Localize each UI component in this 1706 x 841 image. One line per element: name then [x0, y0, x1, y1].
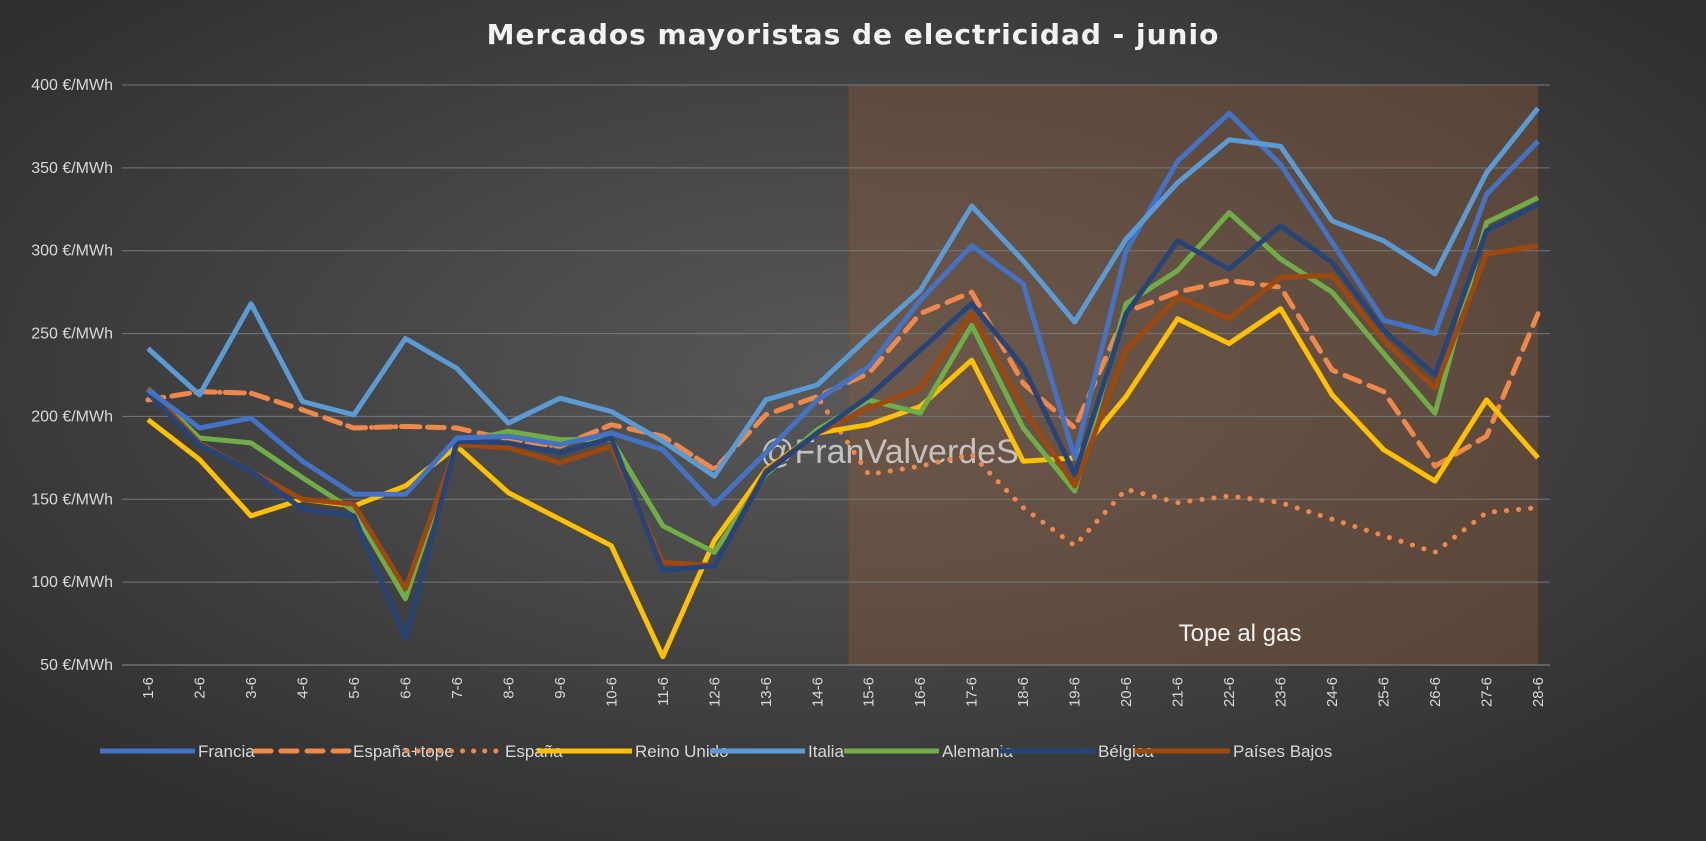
x-tick-label: 20-6: [1118, 677, 1135, 707]
legend-label: Italia: [808, 742, 844, 761]
x-tick-label: 23-6: [1273, 677, 1290, 707]
chart-title: Mercados mayoristas de electricidad - ju…: [487, 18, 1220, 51]
series-line-bélgica: [146, 202, 1540, 641]
x-tick-label: 10-6: [603, 677, 620, 707]
x-tick-label: 21-6: [1170, 677, 1187, 707]
x-tick-label: 5-6: [346, 677, 363, 699]
x-tick-label: 22-6: [1221, 677, 1238, 707]
x-tick-label: 19-6: [1067, 677, 1084, 707]
legend-label: España: [505, 742, 563, 761]
x-tick-label: 7-6: [449, 677, 466, 699]
x-tick-label: 8-6: [500, 677, 517, 699]
y-tick-label: 50 €/MWh: [40, 657, 113, 674]
x-tick-label: 26-6: [1427, 677, 1444, 707]
series-lines: [145, 106, 1541, 660]
x-tick-label: 28-6: [1530, 677, 1547, 707]
x-tick-label: 15-6: [861, 677, 878, 707]
y-tick-label: 150 €/MWh: [31, 491, 113, 508]
shaded-region-label: Tope al gas: [1179, 620, 1302, 647]
x-tick-label: 4-6: [294, 677, 311, 699]
y-tick-label: 400 €/MWh: [31, 77, 113, 94]
x-tick-label: 18-6: [1015, 677, 1032, 707]
x-tick-label: 2-6: [191, 677, 208, 699]
x-tick-label: 17-6: [964, 677, 981, 707]
x-tick-label: 27-6: [1479, 677, 1496, 707]
series-line-países-bajos: [146, 243, 1539, 592]
x-tick-label: 12-6: [706, 677, 723, 707]
x-tick-label: 1-6: [140, 677, 157, 699]
legend-label: Reino Unido: [635, 742, 729, 761]
y-tick-label: 300 €/MWh: [31, 243, 113, 260]
x-tick-label: 9-6: [552, 677, 569, 699]
x-tick-label: 25-6: [1376, 677, 1393, 707]
y-tick-label: 200 €/MWh: [31, 408, 113, 425]
legend-label: Bélgica: [1098, 742, 1154, 761]
x-tick-label: 3-6: [243, 677, 260, 699]
x-tick-label: 6-6: [397, 677, 414, 699]
x-tick-label: 11-6: [655, 677, 672, 706]
legend-label: Alemania: [942, 742, 1013, 761]
series-line-francia: [146, 110, 1540, 507]
series-line-italia: [146, 106, 1540, 479]
y-tick-label: 350 €/MWh: [31, 160, 113, 177]
x-tick-label: 24-6: [1324, 677, 1341, 707]
x-axis-ticks: 1-6 2-6 3-6 4-6 5-6 6-6 7-6 8-6 9-6 10-6 11-6 12-6 1…: [140, 677, 1547, 707]
series-line-españa: [145, 389, 1541, 555]
y-axis-ticks: 50 €/MWh 100 €/MWh 150 €/MWh 200 €/MWh 250 €…: [31, 77, 113, 674]
x-tick-label: 14-6: [809, 677, 826, 707]
gridlines: [122, 84, 1550, 666]
legend: Francia España+tope España Reino Unido Itali…: [100, 742, 1332, 761]
legend-label: Países Bajos: [1233, 742, 1332, 761]
legend-label: España+tope: [353, 742, 454, 761]
x-tick-label: 16-6: [912, 677, 929, 707]
legend-label: Francia: [198, 742, 255, 761]
y-tick-label: 250 €/MWh: [31, 326, 113, 343]
y-tick-label: 100 €/MWh: [31, 574, 113, 591]
series-line-españa-tope: [145, 278, 1541, 472]
x-tick-label: 13-6: [758, 677, 775, 707]
